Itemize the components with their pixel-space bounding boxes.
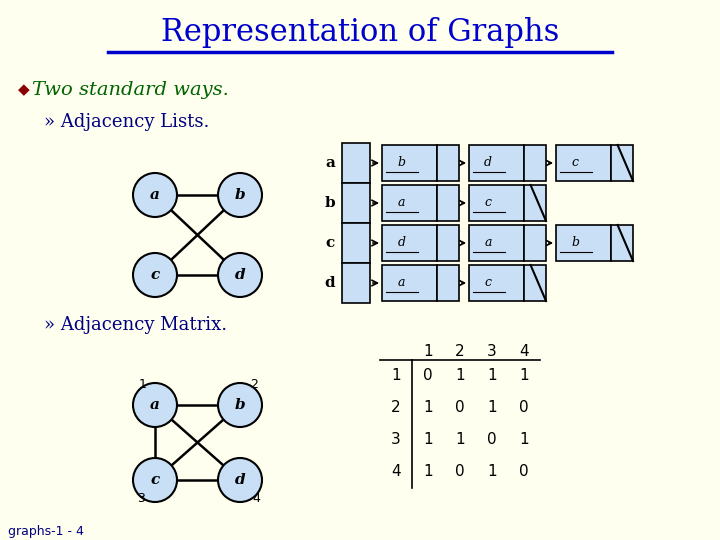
Text: 0: 0 [455, 401, 465, 415]
Bar [342, 223, 370, 263]
Bar [556, 145, 611, 181]
Bar [524, 185, 546, 221]
Circle shape [133, 253, 177, 297]
Bar [342, 143, 370, 183]
Bar [437, 185, 459, 221]
Text: 0: 0 [455, 464, 465, 480]
Circle shape [133, 458, 177, 502]
Text: 1: 1 [423, 433, 433, 448]
Bar [437, 225, 459, 261]
Text: 4: 4 [391, 464, 401, 480]
Text: 1: 1 [423, 401, 433, 415]
Text: 2: 2 [250, 379, 258, 392]
Text: 1: 1 [487, 401, 497, 415]
Text: 1: 1 [455, 368, 465, 383]
Text: 2: 2 [391, 401, 401, 415]
Text: » Adjacency Matrix.: » Adjacency Matrix. [44, 316, 227, 334]
Text: c: c [485, 276, 492, 289]
Text: d: d [485, 157, 492, 170]
Text: d: d [397, 237, 405, 249]
Text: 1: 1 [455, 433, 465, 448]
Text: 1: 1 [391, 368, 401, 383]
Text: b: b [397, 157, 405, 170]
Text: b: b [325, 196, 336, 210]
Text: a: a [150, 398, 160, 412]
Text: c: c [325, 236, 335, 250]
Bar [469, 265, 524, 301]
Text: 1: 1 [423, 464, 433, 480]
Bar [437, 145, 459, 181]
Text: c: c [150, 473, 160, 487]
Text: 4: 4 [252, 491, 260, 504]
Circle shape [218, 253, 262, 297]
Text: 0: 0 [519, 464, 528, 480]
Bar [437, 265, 459, 301]
Bar [524, 265, 546, 301]
Text: b: b [571, 237, 580, 249]
Bar [342, 263, 370, 303]
Text: 2: 2 [455, 345, 465, 360]
Bar [611, 225, 633, 261]
Text: Two standard ways.: Two standard ways. [32, 81, 229, 99]
Text: 1: 1 [423, 345, 433, 360]
Text: 3: 3 [137, 491, 145, 504]
Text: 3: 3 [487, 345, 497, 360]
Text: d: d [235, 268, 246, 282]
Text: a: a [397, 197, 405, 210]
Text: a: a [485, 237, 492, 249]
Bar [524, 225, 546, 261]
Bar [382, 225, 437, 261]
Text: d: d [325, 276, 336, 290]
Text: 1: 1 [519, 368, 528, 383]
Bar [382, 265, 437, 301]
Text: a: a [325, 156, 335, 170]
Text: graphs-1 - 4: graphs-1 - 4 [8, 525, 84, 538]
Bar [611, 145, 633, 181]
Bar [524, 145, 546, 181]
Bar [556, 225, 611, 261]
Text: 0: 0 [519, 401, 528, 415]
Text: 1: 1 [519, 433, 528, 448]
Circle shape [133, 383, 177, 427]
Text: 3: 3 [391, 433, 401, 448]
Bar [469, 145, 524, 181]
Circle shape [218, 173, 262, 217]
Bar [382, 145, 437, 181]
Text: 0: 0 [487, 433, 497, 448]
Circle shape [218, 458, 262, 502]
Text: 0: 0 [423, 368, 433, 383]
Bar [382, 185, 437, 221]
Circle shape [133, 173, 177, 217]
Circle shape [218, 383, 262, 427]
Bar [469, 225, 524, 261]
Text: Representation of Graphs: Representation of Graphs [161, 17, 559, 48]
Text: a: a [397, 276, 405, 289]
Text: c: c [485, 197, 492, 210]
Bar [469, 185, 524, 221]
Text: b: b [235, 398, 246, 412]
Text: 1: 1 [487, 368, 497, 383]
Text: c: c [150, 268, 160, 282]
Text: b: b [235, 188, 246, 202]
Text: a: a [150, 188, 160, 202]
Text: d: d [235, 473, 246, 487]
Text: 4: 4 [519, 345, 528, 360]
Text: c: c [572, 157, 579, 170]
Text: 1: 1 [487, 464, 497, 480]
Bar [342, 183, 370, 223]
Text: ◆: ◆ [18, 83, 30, 98]
Text: » Adjacency Lists.: » Adjacency Lists. [44, 113, 210, 131]
Text: 1: 1 [139, 379, 147, 392]
